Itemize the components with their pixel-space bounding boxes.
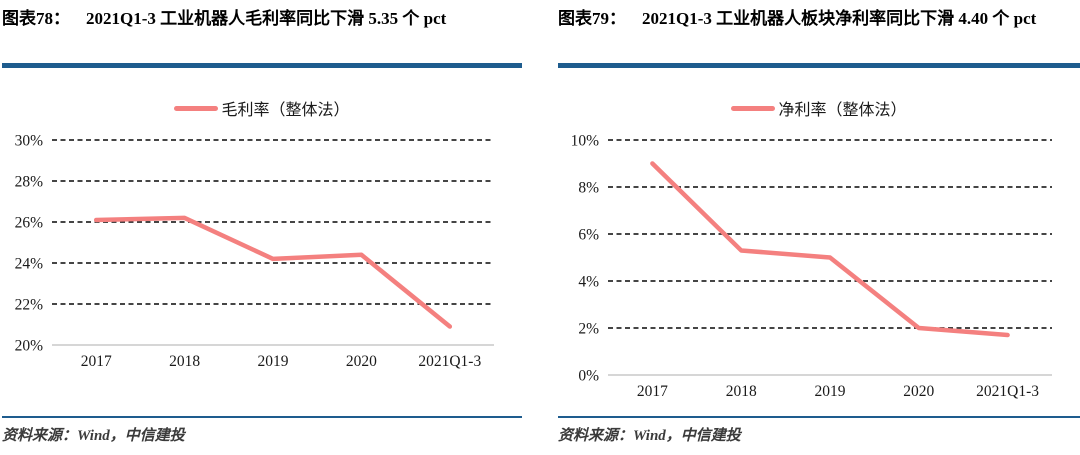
svg-text:4%: 4% [578, 274, 599, 291]
net-margin-line-chart: 10% 8% 6% 4% 2% 0% 2017 2018 2019 2020 2021Q1-3 [571, 133, 1052, 400]
figure-label: 图表78： [2, 9, 70, 28]
legend-label: 毛利率（整体法） [221, 102, 350, 119]
svg-text:28%: 28% [15, 174, 44, 191]
svg-text:2017: 2017 [81, 353, 112, 370]
legend-net-margin: 净利率（整体法） [558, 96, 1080, 120]
svg-text:8%: 8% [578, 180, 599, 197]
figure-title-text: 2021Q1-3 工业机器人毛利率同比下滑 5.35 个 pct [86, 9, 447, 28]
legend-gross-margin: 毛利率（整体法） [2, 96, 522, 120]
svg-text:2020: 2020 [346, 353, 377, 370]
legend-label: 净利率（整体法） [778, 102, 907, 119]
panel-net-margin: 图表79： 2021Q1-3 工业机器人板块净利率同比下滑 4.40 个 pct … [558, 6, 1080, 453]
svg-text:10%: 10% [571, 133, 600, 150]
figure-title-78: 图表78： 2021Q1-3 工业机器人毛利率同比下滑 5.35 个 pct [2, 6, 522, 61]
svg-text:2019: 2019 [815, 383, 846, 400]
svg-text:2018: 2018 [726, 383, 757, 400]
figure-title-79: 图表79： 2021Q1-3 工业机器人板块净利率同比下滑 4.40 个 pct [558, 6, 1080, 61]
svg-text:2021Q1-3: 2021Q1-3 [418, 353, 481, 370]
figure-title-text: 2021Q1-3 工业机器人板块净利率同比下滑 4.40 个 pct [642, 9, 1037, 28]
svg-text:6%: 6% [578, 227, 599, 244]
svg-text:22%: 22% [15, 297, 44, 314]
svg-text:20%: 20% [15, 338, 44, 355]
svg-text:30%: 30% [15, 133, 44, 150]
svg-text:2019: 2019 [258, 353, 289, 370]
svg-text:24%: 24% [15, 256, 44, 273]
svg-text:26%: 26% [15, 215, 44, 232]
svg-text:2021Q1-3: 2021Q1-3 [976, 383, 1039, 400]
title-rule-bar [2, 63, 522, 68]
legend-line-swatch [174, 105, 219, 111]
legend-line-swatch [731, 105, 776, 111]
svg-text:0%: 0% [578, 368, 599, 385]
svg-text:2%: 2% [578, 321, 599, 338]
svg-text:2017: 2017 [637, 383, 668, 400]
figure-label: 图表79： [558, 9, 626, 28]
source-note: 资料来源：Wind，中信建投 [558, 416, 1080, 445]
source-note: 资料来源：Wind，中信建投 [2, 416, 522, 445]
panel-gross-margin: 图表78： 2021Q1-3 工业机器人毛利率同比下滑 5.35 个 pct 毛利… [2, 6, 522, 453]
svg-text:2020: 2020 [903, 383, 934, 400]
svg-text:2018: 2018 [169, 353, 200, 370]
gross-margin-line-chart: 30% 28% 26% 24% 22% 20% 2017 2018 2019 2020 2021Q1… [15, 133, 494, 370]
title-rule-bar [558, 63, 1080, 68]
